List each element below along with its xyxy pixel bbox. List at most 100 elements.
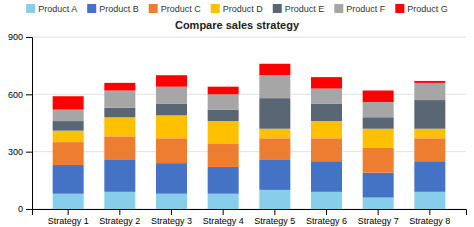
x-tick-mark (68, 209, 69, 215)
y-tick: 0 (18, 204, 32, 214)
grid-line (32, 37, 466, 38)
x-tick-label: Strategy 3 (151, 216, 192, 226)
bar-segment (156, 75, 187, 86)
bar-segment (414, 161, 445, 192)
legend-swatch (26, 4, 35, 13)
bar-segment (414, 81, 445, 83)
x-tick-mark (378, 209, 379, 215)
bar-segment (53, 110, 84, 121)
x-tick-mark (223, 209, 224, 215)
x-tick-label: Strategy 5 (254, 216, 295, 226)
x-tick-mark (274, 209, 275, 215)
legend-label: Product E (285, 4, 325, 14)
x-tick-mark (326, 209, 327, 215)
x-tick: Strategy 5 (254, 209, 295, 226)
bar-segment (208, 110, 239, 121)
bar-segment (208, 121, 239, 144)
legend-label: Product B (99, 4, 139, 14)
y-tick-mark (26, 94, 32, 95)
bar-segment (208, 94, 239, 109)
bar-segment (414, 192, 445, 209)
bar-segment (363, 102, 394, 117)
x-tick-label: Strategy 4 (203, 216, 244, 226)
bar-segment (156, 163, 187, 194)
x-tick-label: Strategy 2 (99, 216, 140, 226)
legend-swatch (334, 4, 343, 13)
grid-line (32, 94, 466, 95)
bar-segment (259, 129, 290, 139)
x-tick-mark (429, 209, 430, 215)
x-tick-label: Strategy 1 (48, 216, 89, 226)
bar-segment (156, 104, 187, 115)
bar-segment (53, 96, 84, 109)
legend-swatch (149, 4, 158, 13)
legend-item: Product D (211, 4, 264, 14)
bar-segment (363, 148, 394, 173)
bar-segment (104, 91, 135, 108)
y-tick-label: 600 (8, 90, 23, 100)
legend-label: Product F (346, 4, 386, 14)
title: Compare sales strategy (175, 19, 300, 31)
bar-segment (259, 64, 290, 75)
y-tick-mark (26, 37, 32, 38)
bar-segment (414, 138, 445, 161)
x-axis-line (33, 210, 467, 216)
legend-item: Product G (395, 4, 448, 14)
legend-swatch (395, 4, 404, 13)
bar-segment (311, 161, 342, 192)
x-tick: Strategy 1 (48, 209, 89, 226)
legend-label: Product C (161, 4, 202, 14)
legend-item: Product E (273, 4, 325, 14)
legend: Product A Product B Product C Product D Prod… (26, 4, 448, 14)
bar-segment (259, 75, 290, 98)
x-tick: Strategy 7 (358, 209, 399, 226)
chart: Product A Product B Product C Product D Prod… (0, 0, 474, 227)
legend-swatch (211, 4, 220, 13)
bar-segment (53, 142, 84, 165)
bar-segment (363, 129, 394, 148)
y-tick-label: 0 (18, 204, 23, 214)
legend-label: Product D (223, 4, 264, 14)
bar-segment (311, 138, 342, 161)
x-tick-mark (119, 209, 120, 215)
x-axis: Strategy 1 Strategy 2 Strategy 3 Strategy 4… (33, 209, 467, 226)
y-tick: 300 (8, 147, 32, 157)
bar-segment (414, 129, 445, 139)
grid (32, 37, 466, 209)
bar-segment (363, 91, 394, 102)
bar-segment (104, 117, 135, 136)
x-tick: Strategy 8 (409, 209, 450, 226)
bar-segment (104, 159, 135, 191)
x-tick: Strategy 3 (151, 209, 192, 226)
bar-segment (104, 108, 135, 118)
bar-segment (53, 194, 84, 209)
legend-item: Product A (26, 4, 77, 14)
chart-svg: Product A Product B Product C Product D Prod… (0, 0, 474, 227)
legend-item: Product C (149, 4, 202, 14)
bar-segment (311, 104, 342, 121)
bar-segment (259, 159, 290, 190)
x-tick-label: Strategy 8 (409, 216, 450, 226)
bars (53, 64, 446, 209)
bar-segment (311, 77, 342, 88)
grid-line (32, 151, 466, 152)
bar-segment (208, 194, 239, 209)
bar-segment (53, 121, 84, 131)
bar-segment (156, 138, 187, 163)
bar-segment (208, 167, 239, 194)
bar-segment (156, 194, 187, 209)
bar-segment (104, 83, 135, 91)
y-axis: 0300600900 (8, 32, 33, 214)
bar-segment (104, 192, 135, 209)
y-tick-mark (26, 209, 32, 210)
legend-label: Product A (38, 4, 77, 14)
legend-swatch (273, 4, 282, 13)
bar-segment (414, 83, 445, 100)
legend-item: Product F (334, 4, 386, 14)
legend-label: Product G (407, 4, 448, 14)
bar-segment (259, 138, 290, 159)
x-tick: Strategy 4 (203, 209, 244, 226)
bar-segment (363, 173, 394, 198)
bar-segment (104, 136, 135, 159)
bar-segment (156, 115, 187, 138)
